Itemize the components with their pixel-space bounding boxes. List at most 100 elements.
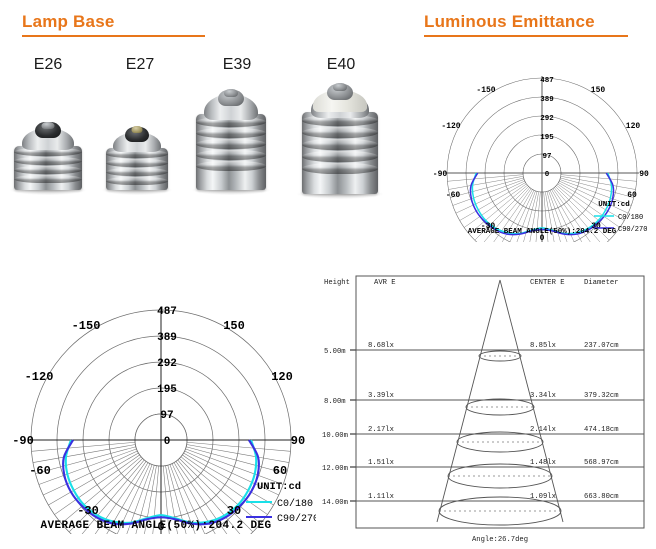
- beam-cone-svg: Height AVR E CENTER E Diameter 5.00m 8.6…: [322, 275, 645, 544]
- angle-label-0: 0: [540, 234, 545, 242]
- polar-small-caption: AVERAGE BEAM ANGLE(50%):204.2 DEG: [467, 228, 617, 236]
- cell-avr-e-8m: 3.39lx: [368, 392, 394, 400]
- column-header-avr-e: AVR E: [374, 279, 396, 287]
- angle-label-neg150: -150: [72, 319, 101, 333]
- lamp-base-insulator: [312, 90, 368, 112]
- lamp-base-contact-tip: [125, 127, 149, 142]
- series-c0-180-curve: [64, 439, 258, 524]
- radial-tick-0: 0: [164, 436, 171, 448]
- cell-center-e-10m: 2.14lx: [530, 426, 556, 434]
- cell-avr-e-10m: 2.17lx: [368, 426, 394, 434]
- cell-avr-e-12m: 1.51lx: [368, 459, 394, 467]
- cell-height-5m: 5.00m: [324, 348, 346, 356]
- thread-ridge: [106, 177, 168, 185]
- angle-label-150: 150: [591, 86, 606, 95]
- lamp-base-label-e27: E27: [125, 56, 155, 73]
- legend-unit-label: UNIT:cd: [257, 481, 301, 493]
- beam-cone-outline: [436, 279, 564, 523]
- footprint-ellipse-10m: [456, 431, 544, 453]
- angle-label-neg90: -90: [433, 170, 448, 179]
- thread-ridge: [106, 159, 168, 167]
- angle-label-120: 120: [271, 370, 293, 384]
- radial-tick-487: 487: [157, 306, 177, 318]
- lamp-base-image-e26: [9, 118, 87, 195]
- beam-table-row: 5.00m 8.68lx 8.85lx 237.07cm: [324, 342, 619, 356]
- angle-label-60: 60: [273, 464, 287, 478]
- cell-diameter-14m: 663.80cm: [584, 493, 619, 501]
- angle-label-neg150: -150: [476, 86, 495, 95]
- cell-diameter-5m: 237.07cm: [584, 342, 619, 350]
- angle-label-90: 90: [291, 434, 305, 448]
- polar-large-caption: AVERAGE BEAM ANGLE(50%):204.2 DEG: [40, 520, 272, 532]
- cell-center-e-5m: 8.85lx: [530, 342, 556, 350]
- column-header-diameter: Diameter: [584, 279, 619, 287]
- radial-tick-97: 97: [542, 153, 551, 161]
- legend-unit-label: UNIT:cd: [598, 201, 630, 209]
- thread-ridge: [196, 161, 266, 171]
- lamp-base-label-e40: E40: [326, 56, 356, 73]
- beam-axis-ticks: [350, 349, 356, 502]
- polar-intensity-chart-large: 487 389 292 195 97 0 0 30 60 90 120 150 …: [6, 262, 316, 534]
- lamp-base-shadow: [102, 185, 172, 195]
- angle-label-30: 30: [227, 504, 241, 518]
- angle-label-neg120: -120: [25, 370, 54, 384]
- luminous-emittance-title-rule: [424, 35, 628, 37]
- thread-ridge: [302, 139, 378, 150]
- polar-chart-large-svg: 487 389 292 195 97 0 0 30 60 90 120 150 …: [12, 306, 316, 534]
- lamp-base-threaded-shell: [196, 114, 266, 190]
- lamp-base-threaded-shell: [302, 112, 378, 194]
- lamp-base-image-e27: [102, 124, 172, 195]
- radial-tick-195: 195: [540, 134, 554, 142]
- lamp-base-solder-point: [224, 89, 238, 97]
- radial-tick-389: 389: [540, 96, 554, 104]
- thread-ridge: [302, 151, 378, 162]
- angle-label-neg90: -90: [12, 434, 34, 448]
- cell-avr-e-14m: 1.11lx: [368, 493, 394, 501]
- thread-ridge: [302, 127, 378, 138]
- cell-height-14m: 14.00m: [322, 499, 348, 507]
- radial-tick-97: 97: [160, 410, 173, 422]
- lamp-base-label-e26: E26: [33, 56, 63, 73]
- polar-intensity-chart-small: 487 389 292 195 97 0 0 30 60 90 120 150 …: [428, 42, 656, 242]
- lamp-base-title-rule: [22, 35, 205, 37]
- legend-label-c0-180: C0/180: [618, 214, 643, 222]
- cell-height-10m: 10.00m: [322, 432, 348, 440]
- cell-height-12m: 12.00m: [322, 465, 348, 473]
- beam-chart-frame: [355, 275, 645, 529]
- polar-angle-labels: 0 30 60 90 120 150 -30 -60 -90 -120 -150: [12, 319, 305, 534]
- beam-footprint-centerlines: [439, 355, 561, 512]
- angle-label-90: 90: [639, 170, 649, 179]
- thread-ridge: [14, 166, 82, 174]
- radial-tick-292: 292: [540, 115, 554, 123]
- thread-ridge: [196, 139, 266, 149]
- cell-center-e-12m: 1.48lx: [530, 459, 556, 467]
- beam-table-row: 14.00m 1.11lx 1.09lx 663.80cm: [322, 493, 619, 507]
- angle-label-neg120: -120: [441, 122, 460, 131]
- polar-radial-tick-labels: 487 389 292 195 97 0: [157, 306, 177, 448]
- thread-ridge: [14, 175, 82, 183]
- beam-cone-diagram: Height AVR E CENTER E Diameter 5.00m 8.6…: [322, 262, 656, 547]
- series-c0-180-curve: [471, 172, 613, 235]
- polar-legend-small: UNIT:cd C0/180 C90/270: [594, 201, 647, 234]
- cell-diameter-8m: 379.32cm: [584, 392, 619, 400]
- beam-table-headers: Height AVR E CENTER E Diameter: [324, 279, 619, 287]
- legend-label-c90-270: C90/270: [277, 513, 316, 525]
- series-c90-270-curve: [469, 172, 615, 236]
- thread-ridge: [196, 128, 266, 138]
- cell-diameter-10m: 474.18cm: [584, 426, 619, 434]
- cell-center-e-8m: 3.34lx: [530, 392, 556, 400]
- radial-tick-0: 0: [545, 171, 550, 179]
- polar-chart-small-svg: 487 389 292 195 97 0 0 30 60 90 120 150 …: [433, 76, 649, 242]
- lamp-base-image-e39: [191, 89, 271, 195]
- angle-label-150: 150: [223, 319, 245, 333]
- radial-tick-292: 292: [157, 358, 177, 370]
- angle-label-neg60: -60: [29, 464, 51, 478]
- thread-ridge: [106, 168, 168, 176]
- lamp-base-solder-point: [41, 122, 55, 129]
- lamp-base-label-e39: E39: [222, 56, 252, 73]
- series-c90-270-curve: [62, 439, 260, 526]
- angle-label-neg60: -60: [446, 191, 461, 200]
- cell-height-8m: 8.00m: [324, 398, 346, 406]
- cell-diameter-12m: 568.97cm: [584, 459, 619, 467]
